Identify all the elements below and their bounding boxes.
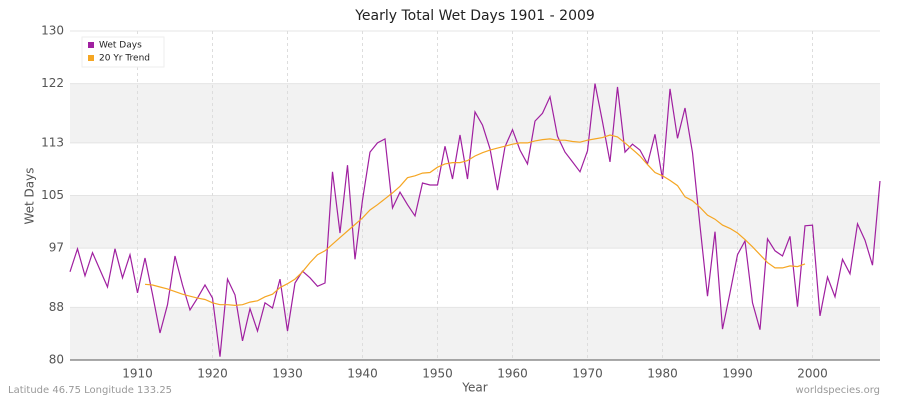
x-tick-label: 1930 (272, 367, 303, 381)
y-tick-label: 80 (49, 353, 64, 367)
x-tick-label: 1950 (422, 367, 453, 381)
x-tick-label: 1960 (497, 367, 528, 381)
x-tick-label: 1920 (197, 367, 228, 381)
data-line (69, 83, 881, 357)
x-tick-label: 1980 (647, 367, 678, 381)
x-tick-label: 2000 (797, 367, 828, 381)
data-line (144, 134, 806, 307)
y-tick-label: 122 (41, 76, 64, 90)
y-tick-label: 105 (41, 188, 64, 202)
x-axis-label: Year (461, 381, 487, 395)
x-tick-label: 1910 (122, 367, 153, 381)
y-tick-label: 130 (41, 24, 64, 38)
chart-title: Yearly Total Wet Days 1901 - 2009 (354, 8, 595, 24)
legend-swatch (88, 42, 94, 48)
y-axis-label: Wet Days (23, 167, 37, 224)
x-tick-label: 1940 (347, 367, 378, 381)
legend-label: Wet Days (99, 41, 142, 51)
x-tick-label: 1990 (722, 367, 753, 381)
y-tick-label: 97 (49, 241, 64, 255)
legend-box (81, 36, 165, 68)
footer-left: Latitude 46.75 Longitude 133.25 (8, 385, 172, 396)
grid-band (70, 195, 880, 249)
footer-right: worldspecies.org (796, 385, 880, 396)
legend-swatch (88, 55, 94, 61)
x-tick-label: 1970 (572, 367, 603, 381)
legend-label: 20 Yr Trend (99, 54, 150, 64)
y-tick-label: 113 (41, 135, 64, 149)
y-tick-label: 88 (49, 300, 64, 314)
grid-band (70, 307, 880, 360)
